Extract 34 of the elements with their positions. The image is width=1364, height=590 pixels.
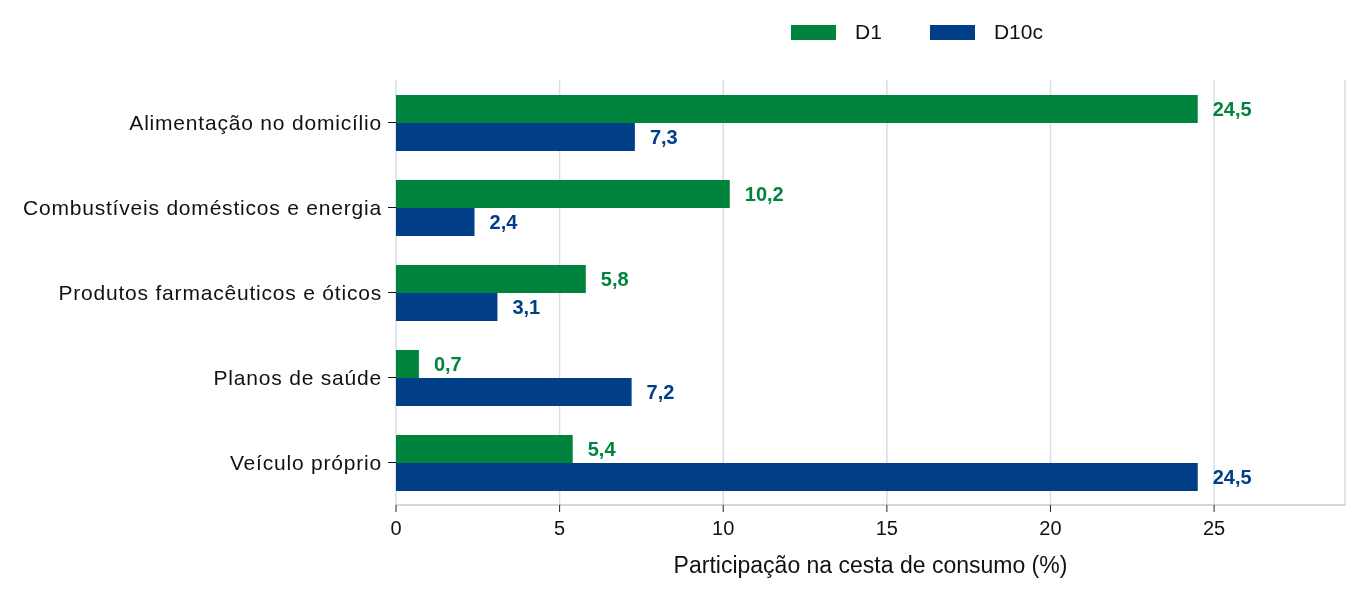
data-label: 3,1 bbox=[512, 296, 541, 319]
x-tick-label: 25 bbox=[1202, 517, 1226, 540]
bar bbox=[396, 293, 498, 321]
x-axis-title: Participação na cesta de consumo (%) bbox=[673, 552, 1068, 578]
data-label: 7,3 bbox=[649, 126, 678, 149]
legend-label: D10c bbox=[993, 20, 1043, 44]
x-tick-label: 20 bbox=[1039, 517, 1062, 540]
data-label: 7,2 bbox=[646, 381, 675, 404]
x-tick-label: 10 bbox=[712, 517, 735, 540]
bar bbox=[396, 95, 1198, 123]
y-tick-label: Produtos farmacêuticos e óticos bbox=[58, 280, 382, 304]
legend-label: D1 bbox=[855, 20, 882, 44]
bar bbox=[396, 378, 632, 406]
y-tick-label: Veículo próprio bbox=[229, 450, 382, 474]
data-label: 0,7 bbox=[433, 353, 462, 376]
bar bbox=[396, 435, 573, 463]
data-label: 24,5 bbox=[1212, 466, 1252, 489]
bar bbox=[396, 208, 475, 236]
bar bbox=[396, 123, 635, 151]
data-label: 5,4 bbox=[587, 438, 617, 461]
y-tick-label: Planos de saúde bbox=[213, 365, 382, 389]
x-tick-label: 5 bbox=[554, 517, 566, 540]
data-label: 10,2 bbox=[744, 183, 784, 206]
bar bbox=[396, 265, 586, 293]
y-tick-label: Alimentação no domicílio bbox=[129, 110, 382, 134]
y-tick-label: Combustíveis domésticos e energia bbox=[22, 195, 382, 219]
x-tick-label: 0 bbox=[390, 517, 402, 540]
data-label: 5,8 bbox=[600, 268, 629, 291]
data-label: 24,5 bbox=[1212, 98, 1252, 121]
data-label: 2,4 bbox=[489, 211, 519, 234]
bar bbox=[396, 350, 419, 378]
x-tick-label: 15 bbox=[875, 517, 898, 540]
bar bbox=[396, 180, 730, 208]
bar bbox=[396, 463, 1198, 491]
